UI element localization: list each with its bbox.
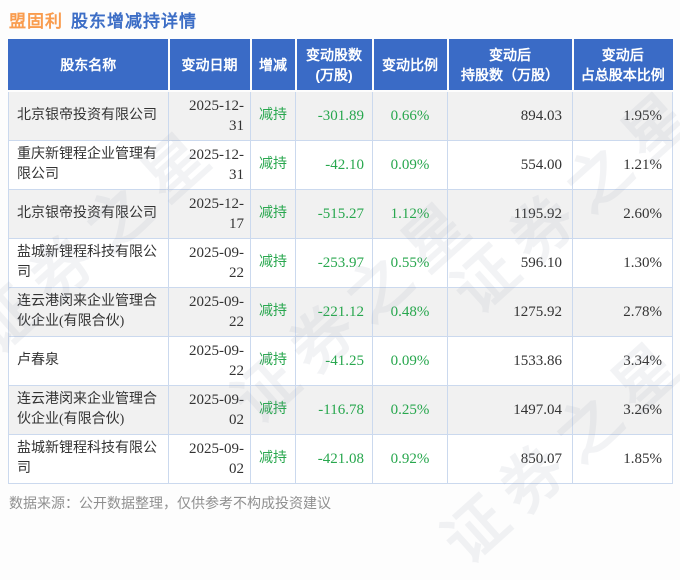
column-header-shares-after-change: 变动后 持股数（万股） [447, 39, 574, 92]
change-date-cell: 2025-09-22 [168, 238, 251, 288]
table-row: 连云港闵来企业管理合伙企业(有限合伙) 2025-09-22 减持 -221.12 0.… [8, 287, 673, 337]
capital-ratio-cell: 1.95% [572, 90, 673, 141]
shareholder-name-cell: 重庆新锂程企业管理有限公司 [8, 140, 169, 190]
data-source-note: 数据来源：公开数据整理，仅供参考不构成投资建议 [9, 495, 331, 511]
capital-ratio-cell: 3.26% [572, 385, 673, 435]
capital-ratio-cell: 3.34% [572, 336, 673, 386]
shares-after-cell: 1275.92 [447, 287, 573, 337]
page-title-text: 股东增减持详情 [71, 12, 197, 31]
change-shares-cell: -221.12 [295, 287, 373, 337]
shares-after-cell: 1195.92 [447, 189, 573, 239]
change-shares-cell: -41.25 [295, 336, 373, 386]
change-date-cell: 2025-09-22 [168, 336, 251, 386]
direction-cell: 减持 [250, 434, 296, 484]
table-header: 股东名称 变动日期 增减 变动股数 (万股) 变动比例 变动后 持股数（万股） 变动后 占总… [8, 39, 673, 92]
shareholder-changes-table: 股东名称 变动日期 增减 变动股数 (万股) 变动比例 变动后 持股数（万股） 变动后 占总… [8, 39, 673, 484]
direction-cell: 减持 [250, 287, 296, 337]
table-row: 盐城新锂程科技有限公司 2025-09-22 减持 -253.97 0.55% 596.1… [8, 238, 673, 288]
column-header-change-date: 变动日期 [168, 39, 252, 92]
shares-after-cell: 554.00 [447, 140, 573, 190]
shares-after-cell: 1533.86 [447, 336, 573, 386]
shares-after-cell: 1497.04 [447, 385, 573, 435]
table-row: 卢春泉 2025-09-22 减持 -41.25 0.09% 1533.86 3.34% [8, 336, 673, 386]
table-row: 重庆新锂程企业管理有限公司 2025-12-31 减持 -42.10 0.09% 554.… [8, 140, 673, 190]
change-date-cell: 2025-09-02 [168, 385, 251, 435]
table-row: 北京银帝投资有限公司 2025-12-31 减持 -301.89 0.66% 894.03… [8, 90, 673, 141]
capital-ratio-cell: 1.21% [572, 140, 673, 190]
table-row: 北京银帝投资有限公司 2025-12-17 减持 -515.27 1.12% 1195.9… [8, 189, 673, 239]
shareholder-name-cell: 盐城新锂程科技有限公司 [8, 238, 169, 288]
direction-cell: 减持 [250, 336, 296, 386]
column-header-capital-ratio-after: 变动后 占总股本比例 [572, 39, 673, 92]
table-row: 盐城新锂程科技有限公司 2025-09-02 减持 -421.08 0.92% 850.0… [8, 434, 673, 484]
change-ratio-cell: 0.66% [372, 90, 448, 141]
shareholder-name-cell: 盐城新锂程科技有限公司 [8, 434, 169, 484]
column-header-direction: 增减 [250, 39, 297, 92]
change-ratio-cell: 0.25% [372, 385, 448, 435]
capital-ratio-cell: 2.78% [572, 287, 673, 337]
shareholder-name-cell: 卢春泉 [8, 336, 169, 386]
change-ratio-cell: 0.48% [372, 287, 448, 337]
capital-ratio-cell: 1.30% [572, 238, 673, 288]
direction-cell: 减持 [250, 140, 296, 190]
shareholder-name-cell: 北京银帝投资有限公司 [8, 90, 169, 141]
column-header-change-shares: 变动股数 (万股) [295, 39, 374, 92]
change-shares-cell: -515.27 [295, 189, 373, 239]
change-ratio-cell: 0.55% [372, 238, 448, 288]
column-header-change-ratio: 变动比例 [372, 39, 449, 92]
capital-ratio-cell: 2.60% [572, 189, 673, 239]
change-shares-cell: -42.10 [295, 140, 373, 190]
direction-cell: 减持 [250, 385, 296, 435]
change-ratio-cell: 1.12% [372, 189, 448, 239]
change-date-cell: 2025-12-31 [168, 90, 251, 141]
stock-name: 盟固利 [9, 12, 63, 31]
change-ratio-cell: 0.09% [372, 140, 448, 190]
shares-after-cell: 596.10 [447, 238, 573, 288]
change-date-cell: 2025-12-31 [168, 140, 251, 190]
change-date-cell: 2025-09-02 [168, 434, 251, 484]
direction-cell: 减持 [250, 189, 296, 239]
change-ratio-cell: 0.09% [372, 336, 448, 386]
direction-cell: 减持 [250, 238, 296, 288]
shareholder-name-cell: 北京银帝投资有限公司 [8, 189, 169, 239]
capital-ratio-cell: 1.85% [572, 434, 673, 484]
page-title: 盟固利 股东增减持详情 [0, 0, 680, 32]
column-header-shareholder-name: 股东名称 [8, 39, 170, 92]
shares-after-cell: 850.07 [447, 434, 573, 484]
change-ratio-cell: 0.92% [372, 434, 448, 484]
change-shares-cell: -116.78 [295, 385, 373, 435]
change-shares-cell: -301.89 [295, 90, 373, 141]
shareholder-name-cell: 连云港闵来企业管理合伙企业(有限合伙) [8, 385, 169, 435]
change-date-cell: 2025-09-22 [168, 287, 251, 337]
change-date-cell: 2025-12-17 [168, 189, 251, 239]
change-shares-cell: -421.08 [295, 434, 373, 484]
change-shares-cell: -253.97 [295, 238, 373, 288]
shares-after-cell: 894.03 [447, 90, 573, 141]
table-row: 连云港闵来企业管理合伙企业(有限合伙) 2025-09-02 减持 -116.78 0.… [8, 385, 673, 435]
direction-cell: 减持 [250, 90, 296, 141]
shareholder-name-cell: 连云港闵来企业管理合伙企业(有限合伙) [8, 287, 169, 337]
